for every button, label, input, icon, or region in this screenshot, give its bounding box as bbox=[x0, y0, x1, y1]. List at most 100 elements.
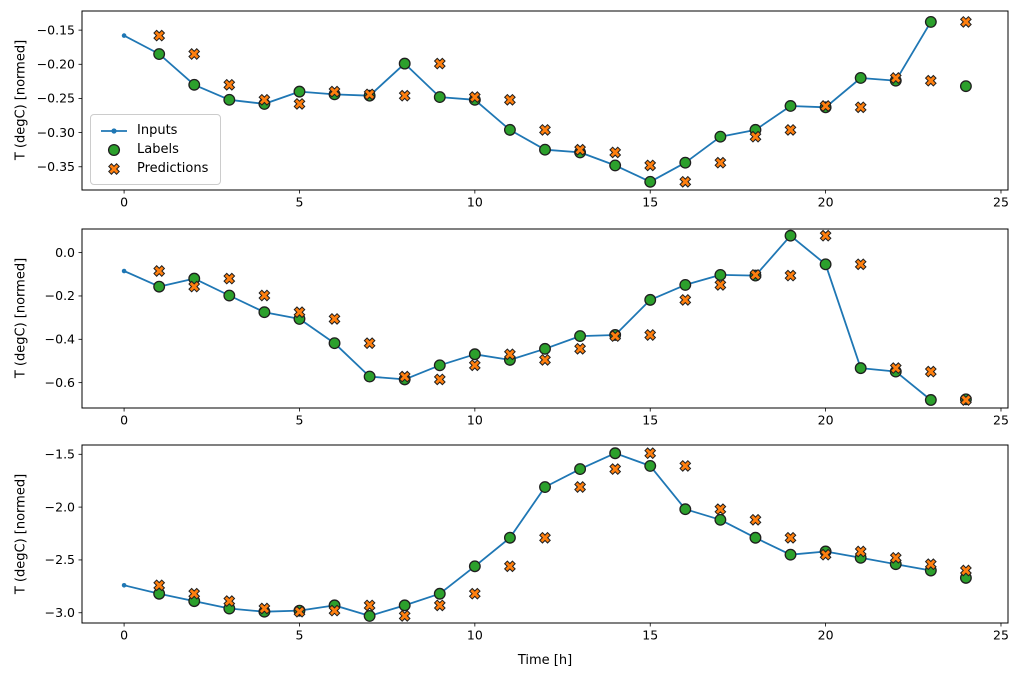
legend-label-labels: Labels bbox=[137, 142, 179, 157]
subplot-2-predictions-marker bbox=[749, 268, 762, 281]
subplot-2-predictions-marker bbox=[468, 359, 481, 372]
subplot-2-predictions-marker bbox=[959, 394, 972, 406]
subplot-3-predictions-marker bbox=[574, 481, 587, 493]
subplot-2-labels-marker bbox=[258, 306, 271, 319]
subplot-2-predictions-marker bbox=[258, 289, 271, 302]
subplot-3-predictions-marker bbox=[223, 595, 236, 608]
subplot-2-predictions-marker bbox=[889, 362, 902, 375]
subplot-1-x-tick-label: 15 bbox=[642, 195, 658, 210]
y-axis-label-subplot-2: T (degC) [normed] bbox=[13, 257, 29, 379]
subplot-3-labels-marker bbox=[784, 548, 797, 561]
subplot-3-predictions-marker bbox=[188, 587, 201, 600]
subplot-3-labels-marker bbox=[574, 463, 587, 476]
legend-item-predictions: Predictions bbox=[99, 159, 210, 178]
subplot-3-labels-marker bbox=[609, 447, 622, 460]
subplot-2-predictions-marker bbox=[539, 353, 551, 366]
subplot-3-predictions-marker bbox=[679, 459, 692, 472]
subplot-1-predictions-marker bbox=[188, 48, 201, 60]
subplot-2-labels-marker bbox=[714, 268, 727, 281]
subplot-1-inputs-line bbox=[123, 21, 932, 183]
subplot-3-predictions-marker bbox=[258, 602, 271, 615]
subplot-3-predictions-marker bbox=[328, 604, 341, 617]
subplot-2-predictions-marker bbox=[433, 373, 446, 386]
legend: Inputs Labels Predictions bbox=[90, 114, 221, 185]
subplot-3-axes-frame bbox=[81, 444, 1009, 624]
subplot-1-y-tick-label: −0.30 bbox=[37, 125, 75, 140]
subplot-3-predictions-marker bbox=[889, 551, 902, 564]
subplot-1-predictions-marker bbox=[539, 123, 551, 136]
subplot-1-predictions-marker bbox=[959, 15, 972, 28]
subplot-2-labels-marker bbox=[854, 362, 867, 375]
subplot-3-predictions-marker bbox=[819, 548, 832, 561]
subplot-1-predictions-marker bbox=[749, 130, 762, 143]
subplot-1-x-tick-label: 25 bbox=[993, 195, 1009, 210]
legend-label-inputs: Inputs bbox=[137, 123, 178, 138]
subplot-3-predictions-marker bbox=[503, 560, 516, 573]
subplot-3-x-tick-label: 10 bbox=[467, 628, 483, 643]
subplot-2-x-tick-label: 20 bbox=[818, 413, 834, 428]
subplot-2-x-tick-label: 0 bbox=[120, 413, 128, 428]
subplot-2-labels-marker bbox=[784, 229, 797, 242]
subplot-1-axes-frame bbox=[81, 10, 1009, 191]
subplot-1-predictions-marker bbox=[433, 57, 446, 70]
subplot-2-labels-marker bbox=[644, 293, 657, 306]
subplot-3-predictions-marker bbox=[433, 599, 446, 612]
subplot-3-predictions-marker bbox=[854, 545, 867, 558]
subplot-3-inputs-line bbox=[123, 452, 931, 617]
subplot-2-predictions-marker bbox=[293, 306, 306, 319]
subplot-2-predictions-marker bbox=[574, 342, 587, 355]
subplot-3-y-tick-label: −2.5 bbox=[45, 552, 75, 567]
subplot-3-x-tick-label: 20 bbox=[818, 628, 834, 643]
subplot-1-predictions-marker bbox=[609, 146, 622, 159]
subplot-1-labels-marker bbox=[153, 48, 166, 60]
subplot-1-predictions-marker bbox=[293, 97, 306, 110]
subplot-2-labels-marker bbox=[328, 337, 341, 350]
subplot-2-predictions-marker bbox=[503, 348, 516, 361]
subplot-1-y-tick-label: −0.20 bbox=[37, 56, 75, 71]
subplot-2-inputs-point bbox=[121, 268, 127, 274]
subplot-1-x-tick-label: 10 bbox=[467, 195, 483, 210]
inputs-line-icon bbox=[101, 127, 127, 134]
subplot-1-predictions-marker bbox=[714, 156, 727, 169]
subplot-2-predictions-marker bbox=[188, 280, 201, 293]
subplot-2-y-tick-label: 0.0 bbox=[55, 245, 75, 260]
subplot-3-predictions-marker bbox=[714, 503, 727, 516]
subplot-1-predictions-marker bbox=[574, 143, 587, 156]
subplot-3-y-tick-label: −3.0 bbox=[45, 605, 75, 620]
subplot-1-labels-marker bbox=[959, 80, 972, 93]
subplot-1-labels-marker bbox=[188, 78, 201, 91]
subplot-2-predictions-marker bbox=[153, 265, 166, 277]
subplot-1-x-tick-label: 0 bbox=[120, 195, 128, 210]
subplot-2-predictions-marker bbox=[784, 269, 797, 282]
subplot-1-predictions-marker bbox=[644, 159, 657, 172]
subplot-3-labels-marker bbox=[539, 481, 551, 493]
y-axis-label-subplot-3: T (degC) [normed] bbox=[13, 473, 29, 595]
subplot-1-labels-marker bbox=[714, 130, 727, 143]
subplot-2-predictions-marker bbox=[398, 370, 411, 383]
subplot-1-predictions-marker bbox=[223, 78, 236, 91]
subplot-3-predictions-marker bbox=[924, 558, 937, 571]
subplot-2-predictions-marker bbox=[679, 293, 692, 306]
subplot-3-predictions-marker bbox=[293, 605, 306, 618]
subplot-2-labels-marker bbox=[924, 394, 937, 406]
subplot-2-labels-marker bbox=[819, 258, 832, 271]
subplot-3-labels-marker bbox=[679, 503, 692, 516]
subplot-1-inputs-point bbox=[121, 33, 127, 38]
subplot-1-labels-marker bbox=[293, 85, 306, 98]
subplot-1-predictions-marker bbox=[503, 93, 516, 106]
subplot-1-y-tick-label: −0.35 bbox=[37, 159, 75, 174]
subplot-1-labels-marker bbox=[679, 156, 692, 169]
subplot-1-x-tick-label: 20 bbox=[818, 195, 834, 210]
subplot-2-predictions-marker bbox=[644, 329, 657, 341]
subplot-2-x-tick-label: 15 bbox=[642, 413, 658, 428]
subplot-3-predictions-marker bbox=[539, 531, 551, 544]
subplot-2-y-tick-label: −0.2 bbox=[45, 288, 75, 303]
subplot-3-x-tick-label: 25 bbox=[993, 628, 1009, 643]
legend-item-inputs: Inputs bbox=[99, 121, 210, 140]
subplot-3-labels-marker bbox=[503, 531, 516, 544]
subplot-3-predictions-marker bbox=[153, 579, 166, 592]
subplot-3-inputs-point bbox=[121, 582, 127, 588]
subplot-1-x-tick-label: 5 bbox=[295, 195, 303, 210]
subplot-3-labels-marker bbox=[714, 513, 727, 526]
